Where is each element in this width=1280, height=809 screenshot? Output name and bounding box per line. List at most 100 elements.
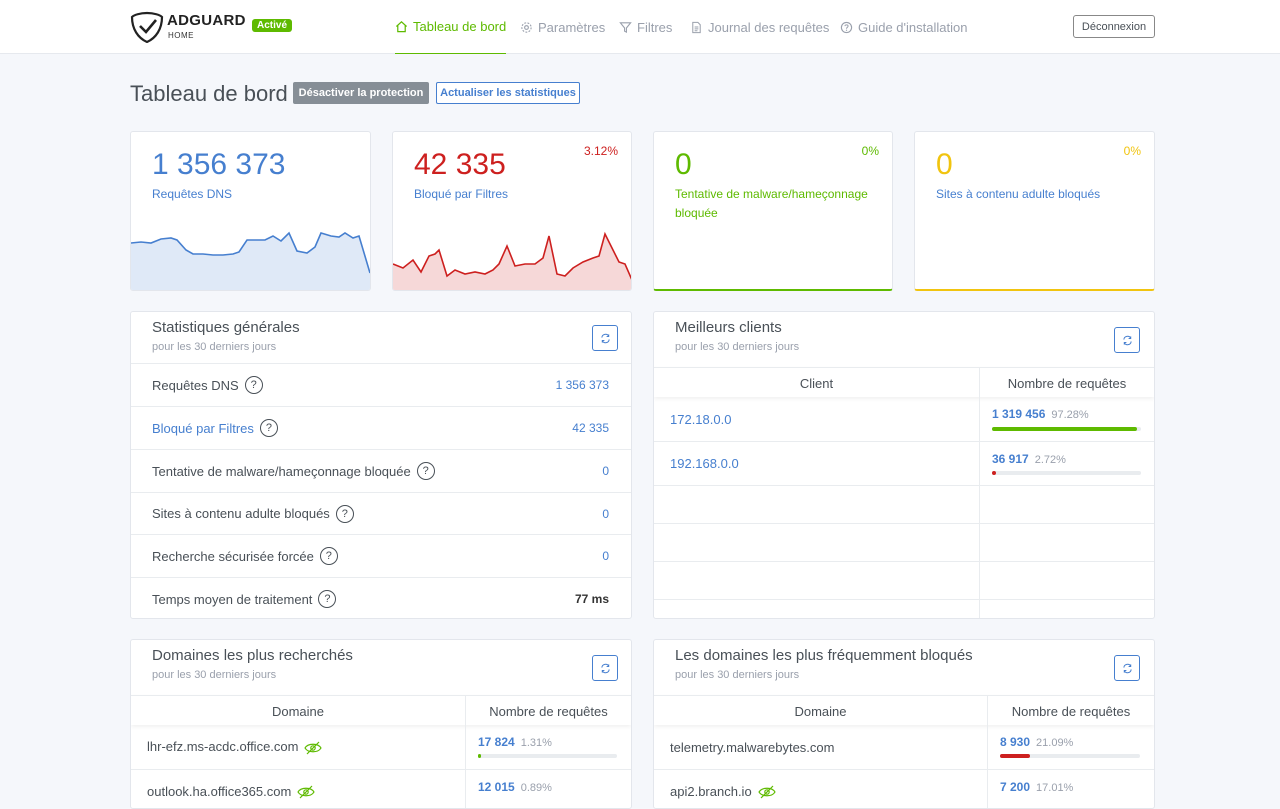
- stat-row-label: Recherche sécurisée forcée: [152, 548, 314, 564]
- eye-slash-icon[interactable]: [297, 785, 316, 799]
- request-percent: 17.01%: [1036, 782, 1074, 794]
- eye-slash-icon[interactable]: [757, 785, 776, 799]
- brand-subtitle: HOME: [168, 31, 194, 40]
- request-count-value: 36 917: [992, 452, 1029, 466]
- stat-row-label: Sites à contenu adulte bloqués: [152, 506, 330, 521]
- blocked-filters-card: 42 335 Bloqué par Filtres 3.12%: [392, 131, 632, 291]
- nav-filters[interactable]: Filtres: [619, 0, 672, 54]
- stat-row: Temps moyen de traitement? 77 ms: [131, 577, 631, 618]
- progress-bar: [478, 754, 617, 758]
- column-divider: [465, 725, 466, 808]
- help-icon[interactable]: ?: [318, 590, 337, 608]
- column-header-requests[interactable]: Nombre de requêtes: [987, 696, 1154, 726]
- domain-cell: lhr-efz.ms-acdc.office.com: [147, 739, 323, 755]
- request-count-value: 12 015: [478, 780, 515, 794]
- table-row: api2.branch.io: [654, 769, 1154, 808]
- empty-row: [654, 485, 1154, 523]
- progress-bar: [992, 427, 1141, 431]
- general-statistics-panel: Statistiques générales pour les 30 derni…: [130, 311, 632, 619]
- help-icon[interactable]: ?: [335, 504, 354, 523]
- help-icon[interactable]: ?: [319, 547, 338, 565]
- empty-row: [654, 599, 1154, 618]
- eye-slash-icon[interactable]: [304, 741, 323, 755]
- refresh-icon: [1122, 335, 1132, 345]
- request-count-value: 8 930: [1000, 735, 1031, 749]
- request-percent: 1.31%: [520, 737, 552, 749]
- nav-dashboard-label: Tableau de bord: [413, 19, 507, 34]
- top-header: ADGUARD HOME Activé Tableau de bord Para…: [0, 0, 1280, 54]
- nav-setup-guide[interactable]: Guide d'installation: [840, 0, 967, 54]
- progress-bar-fill: [992, 471, 997, 475]
- top-queried-domains-refresh-button[interactable]: [592, 655, 618, 681]
- table-row: outlook.ha.office365.com: [131, 769, 631, 808]
- request-percent: 2.72%: [1034, 454, 1066, 466]
- general-statistics-refresh-button[interactable]: [592, 325, 618, 351]
- stat-row: Requêtes DNS? 1 356 373: [131, 363, 631, 406]
- request-percent: 21.09%: [1036, 737, 1074, 749]
- refresh-icon: [600, 333, 610, 343]
- table-header: Client Nombre de requêtes: [654, 367, 1154, 398]
- help-icon[interactable]: ?: [244, 376, 263, 394]
- domain-name[interactable]: lhr-efz.ms-acdc.office.com: [147, 739, 299, 755]
- progress-bar-fill: [1000, 754, 1030, 758]
- progress-bar-fill: [992, 427, 1137, 431]
- domain-name[interactable]: telemetry.malwarebytes.com: [670, 739, 835, 755]
- column-header-client[interactable]: Client: [799, 375, 834, 391]
- column-header-domain[interactable]: Domaine: [794, 703, 847, 719]
- adult-sites-percent: 0%: [1123, 144, 1141, 158]
- page-title: Tableau de bord: [130, 81, 288, 106]
- column-header-requests[interactable]: Nombre de requêtes: [465, 696, 631, 726]
- domain-name[interactable]: outlook.ha.office365.com: [147, 783, 292, 799]
- malware-label: Tentative de malware/hameçonnage bloquée: [675, 187, 868, 220]
- column-divider: [979, 397, 980, 618]
- domain-name[interactable]: api2.branch.io: [670, 783, 752, 799]
- top-queried-domains-title: Domaines les plus recherchés: [152, 647, 353, 664]
- refresh-statistics-button[interactable]: Actualiser les statistiques: [436, 82, 580, 104]
- nav-filters-label: Filtres: [637, 19, 673, 35]
- empty-row: [654, 523, 1154, 561]
- nav-setup-guide-label: Guide d'installation: [858, 19, 968, 35]
- top-clients-subtitle: pour les 30 derniers jours: [675, 341, 800, 353]
- help-icon[interactable]: ?: [259, 419, 278, 437]
- request-count: 36 917 2.72%: [992, 452, 1066, 466]
- adult-sites-card: 0 Sites à contenu adulte bloqués 0%: [914, 131, 1155, 291]
- stat-row-value: 0: [602, 549, 609, 563]
- column-divider: [987, 725, 988, 808]
- blocked-filters-sparkline: [393, 231, 631, 290]
- logout-button[interactable]: Déconnexion: [1073, 15, 1155, 38]
- nav-query-log-label: Journal des requêtes: [708, 19, 830, 35]
- table-row: 192.168.0.0: [654, 441, 1154, 485]
- request-percent: 0.89%: [520, 782, 552, 794]
- help-icon[interactable]: ?: [416, 462, 435, 480]
- dns-queries-label: Requêtes DNS: [152, 187, 233, 201]
- adult-sites-label: Sites à contenu adulte bloqués: [936, 187, 1101, 201]
- adguard-shield-logo[interactable]: [130, 11, 164, 43]
- column-header-domain[interactable]: Domaine: [271, 703, 325, 719]
- general-statistics-title: Statistiques générales: [152, 319, 300, 336]
- table-row: telemetry.malwarebytes.com: [654, 725, 1154, 769]
- progress-bar: [1000, 754, 1140, 758]
- brand-name: ADGUARD: [167, 12, 246, 29]
- client-ip[interactable]: 172.18.0.0: [670, 411, 732, 427]
- stat-row-label[interactable]: Bloqué par Filtres: [152, 420, 254, 436]
- request-count: 17 824 1.31%: [478, 735, 552, 749]
- column-header-requests[interactable]: Nombre de requêtes: [979, 368, 1154, 398]
- refresh-icon: [600, 663, 610, 673]
- stat-row-value: 77 ms: [574, 592, 609, 606]
- top-blocked-domains-refresh-button[interactable]: [1114, 655, 1140, 681]
- request-count: 7 200 17.01%: [1000, 780, 1073, 794]
- top-queried-domains-panel: Domaines les plus recherchés pour les 30…: [130, 639, 632, 809]
- nav-dashboard[interactable]: Tableau de bord: [395, 0, 507, 54]
- nav-settings[interactable]: Paramètres: [520, 0, 605, 54]
- nav-query-log[interactable]: Journal des requêtes: [690, 0, 829, 54]
- request-count: 8 930 21.09%: [1000, 735, 1073, 749]
- gear-icon: [521, 21, 532, 33]
- domain-cell: api2.branch.io: [670, 784, 776, 800]
- top-clients-refresh-button[interactable]: [1114, 327, 1140, 353]
- blocked-filters-label: Bloqué par Filtres: [414, 187, 509, 201]
- blocked-filters-value: 42 335: [414, 148, 506, 181]
- blocked-filters-percent: 3.12%: [583, 144, 618, 158]
- disable-protection-button[interactable]: Désactiver la protection: [293, 82, 429, 104]
- table-header: Domaine Nombre de requêtes: [131, 695, 631, 726]
- client-ip[interactable]: 192.168.0.0: [670, 456, 739, 471]
